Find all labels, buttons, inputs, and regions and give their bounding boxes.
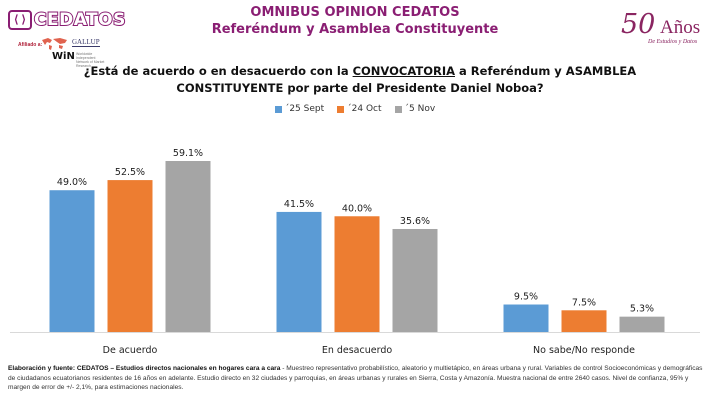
data-label-1-2: 35.6% bbox=[400, 216, 430, 227]
bar-0-1 bbox=[107, 180, 153, 332]
chart-legend: ´25 Sept ´24 Oct ´5 Nov bbox=[0, 104, 710, 114]
report-title: OMNIBUS OPINION CEDATOS bbox=[250, 5, 460, 20]
data-label-0-0: 49.0% bbox=[57, 177, 87, 188]
legend-swatch-nov bbox=[394, 105, 402, 113]
report-subtitle: Referéndum y Asamblea Constituyente bbox=[211, 22, 499, 37]
bar-1-0 bbox=[276, 211, 322, 332]
question-part-1: ¿Está de acuerdo o en desacuerdo con la bbox=[83, 64, 353, 78]
bar-2-1 bbox=[561, 310, 607, 332]
cedatos-brand-text: CEDATOS bbox=[33, 9, 126, 31]
legend-item-oct: ´24 Oct bbox=[337, 104, 382, 114]
gallup-logo: GALLUP bbox=[72, 38, 100, 47]
category-label-1: En desacuerdo bbox=[322, 345, 393, 356]
data-label-0-2: 59.1% bbox=[173, 148, 203, 159]
legend-label-sept: ´25 Sept bbox=[284, 104, 325, 114]
data-label-1-1: 40.0% bbox=[342, 203, 372, 214]
bar-2-0 bbox=[503, 304, 549, 332]
cedatos-wordmark: ⟨ ⟩ CEDATOS bbox=[8, 9, 126, 31]
cedatos-logo: ⟨ ⟩ CEDATOS Afiliado a: GALLUP WiN World… bbox=[2, 4, 126, 68]
data-label-2-0: 9.5% bbox=[514, 292, 538, 303]
anniversary-number: 50 bbox=[621, 9, 656, 40]
legend-swatch-sept bbox=[274, 105, 282, 113]
footnote-source: Elaboración y fuente: CEDATOS – Estudios… bbox=[8, 365, 281, 372]
data-label-2-1: 7.5% bbox=[572, 297, 596, 308]
legend-swatch-oct bbox=[337, 105, 345, 113]
question-underlined: CONVOCATORIA bbox=[352, 64, 456, 78]
category-label-2: No sabe/No responde bbox=[533, 345, 635, 356]
bar-1-2 bbox=[392, 228, 438, 332]
legend-item-sept: ´25 Sept bbox=[274, 104, 325, 114]
bar-1-1 bbox=[334, 216, 380, 332]
bar-0-0 bbox=[49, 190, 95, 332]
category-label-0: De acuerdo bbox=[103, 345, 158, 356]
methodology-footnote: Elaboración y fuente: CEDATOS – Estudios… bbox=[8, 364, 708, 393]
bar-0-2 bbox=[165, 161, 211, 332]
legend-label-nov: ´5 Nov bbox=[404, 104, 436, 114]
win-subtitle: Worldwide Independent Network of Market … bbox=[76, 52, 105, 68]
question-part-2: a Referéndum y ASAMBLEA CONSTITUYENTE po… bbox=[176, 64, 637, 95]
anniversary-word: Años bbox=[660, 17, 701, 38]
legend-item-nov: ´5 Nov bbox=[394, 104, 436, 114]
world-map-icon bbox=[42, 38, 67, 50]
footnote-text: - Muestreo representativo probabilístico… bbox=[8, 365, 703, 391]
data-label-2-2: 5.3% bbox=[630, 304, 654, 315]
win-logo: WiN bbox=[52, 51, 75, 62]
legend-label-oct: ´24 Oct bbox=[347, 104, 382, 114]
data-label-0-1: 52.5% bbox=[115, 167, 145, 178]
anniversary-logo: 50 Años De Estudios y Datos bbox=[621, 11, 709, 51]
anniversary-tagline: De Estudios y Datos bbox=[648, 39, 698, 45]
affiliate-label: Afiliado a: bbox=[18, 42, 43, 48]
data-label-1-0: 41.5% bbox=[284, 199, 314, 210]
cedatos-emblem-icon: ⟨ ⟩ bbox=[8, 10, 32, 30]
chart-question: ¿Está de acuerdo o en desacuerdo con la … bbox=[60, 63, 660, 97]
bar-2-2 bbox=[619, 316, 665, 332]
